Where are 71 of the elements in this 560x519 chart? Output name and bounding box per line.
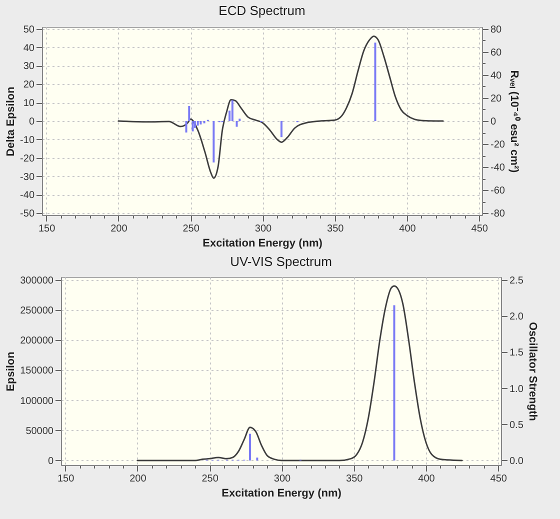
bar: [256, 458, 258, 460]
y-tick-label: 10: [23, 98, 35, 110]
y-tick-label: 150000: [20, 366, 54, 377]
y2-tick-label: 0: [490, 116, 496, 128]
y2-tick-label: -20: [490, 140, 506, 151]
bar: [393, 305, 396, 460]
x-tick-label: 300: [274, 474, 291, 484]
bar: [200, 121, 202, 124]
x-tick-label: 250: [202, 474, 219, 484]
x-tick-label: 150: [57, 474, 75, 484]
y-axis-title: Delta Epsilon: [5, 86, 18, 156]
y2-tick-label: 0.0: [510, 456, 524, 467]
y-tick-label: 20: [23, 80, 35, 91]
y2-tick-label: 80: [490, 24, 502, 36]
y-tick-label: 30: [23, 61, 35, 72]
y2-tick-label: 20: [490, 93, 502, 104]
x-tick-label: 250: [182, 224, 200, 234]
x-tick-label: 150: [38, 224, 56, 234]
bar: [192, 121, 194, 132]
x-tick-label: 350: [327, 224, 344, 234]
x-tick-label: 200: [130, 474, 147, 484]
y-tick-label: 50: [23, 24, 35, 36]
y2-tick-label: -40: [490, 162, 506, 174]
y2-tick-label: -60: [490, 186, 506, 197]
bar: [188, 106, 190, 121]
line-series: [118, 35, 444, 179]
y2-tick-label: 40: [490, 70, 502, 82]
y-tick-label: 200000: [20, 336, 54, 347]
y2-axis-title: Rᵥₑₗ (10⁻⁴⁰ esu² cm²): [508, 70, 521, 174]
y-tick-label: -40: [20, 190, 35, 202]
chart-title: UV-VIS Spectrum: [230, 254, 332, 270]
y2-tick-label: -80: [490, 208, 506, 220]
x-tick-label: 200: [110, 224, 128, 234]
y2-tick-label: 60: [490, 47, 502, 58]
y-tick-label: 250000: [20, 306, 54, 317]
y2-tick-label: 2.0: [510, 312, 524, 323]
bar: [231, 100, 234, 121]
x-axis-title: Excitation Energy (nm): [202, 238, 323, 250]
bar: [248, 434, 251, 460]
x-axis-title: Excitation Energy (nm): [222, 488, 342, 500]
chart-title: ECD Spectrum: [218, 2, 306, 18]
x-tick-label: 350: [346, 474, 364, 484]
x-tick-label: 300: [254, 224, 272, 234]
y-tick-label: 100000: [20, 396, 54, 407]
y-tick-label: 0: [48, 456, 54, 467]
y-axis-title: Epsilon: [5, 351, 18, 392]
line-series: [136, 285, 463, 462]
bar: [212, 121, 215, 162]
y2-axis-title: Oscillator Strength: [526, 322, 538, 422]
bar: [194, 121, 196, 128]
y-tick-label: -10: [20, 134, 35, 146]
x-tick-label: 450: [471, 224, 488, 234]
y-tick-label: -20: [20, 153, 35, 164]
bar: [374, 42, 376, 121]
y-tick-label: 300000: [20, 276, 54, 287]
bar: [185, 121, 188, 133]
bar: [236, 121, 238, 127]
x-tick-label: 400: [399, 224, 416, 234]
y2-tick-label: 1.0: [510, 384, 524, 395]
x-tick-label: 450: [490, 474, 508, 484]
y2-tick-label: 0.5: [510, 420, 524, 431]
bar: [196, 121, 199, 126]
y-tick-label: 50000: [26, 426, 54, 437]
y-tick-label: 40: [23, 42, 35, 54]
x-tick-label: 400: [418, 474, 436, 484]
y2-tick-label: 1.5: [510, 348, 524, 359]
y-tick-label: -30: [20, 172, 35, 183]
y2-tick-label: 2.5: [510, 276, 524, 287]
y-tick-label: -50: [20, 208, 35, 220]
bar: [280, 121, 282, 138]
y-tick-label: 0: [28, 116, 35, 128]
